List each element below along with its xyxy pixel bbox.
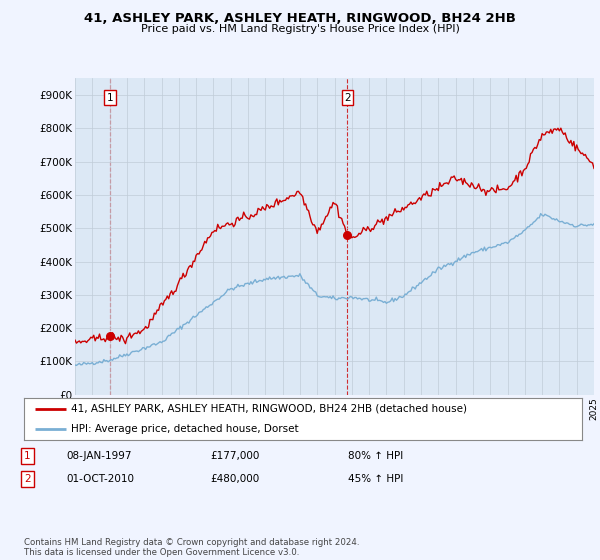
Text: 08-JAN-1997: 08-JAN-1997: [66, 451, 131, 461]
Point: [106, 332, 115, 340]
Text: 2: 2: [344, 92, 351, 102]
Text: 41, ASHLEY PARK, ASHLEY HEATH, RINGWOOD, BH24 2HB (detached house): 41, ASHLEY PARK, ASHLEY HEATH, RINGWOOD,…: [71, 404, 467, 414]
Text: 01-OCT-2010: 01-OCT-2010: [66, 474, 134, 484]
Text: HPI: Average price, detached house, Dorset: HPI: Average price, detached house, Dors…: [71, 424, 299, 434]
Text: 41, ASHLEY PARK, ASHLEY HEATH, RINGWOOD, BH24 2HB: 41, ASHLEY PARK, ASHLEY HEATH, RINGWOOD,…: [84, 12, 516, 25]
Point: [343, 231, 352, 240]
Text: £177,000: £177,000: [210, 451, 259, 461]
Text: £480,000: £480,000: [210, 474, 259, 484]
Text: Contains HM Land Registry data © Crown copyright and database right 2024.
This d: Contains HM Land Registry data © Crown c…: [24, 538, 359, 557]
Text: 45% ↑ HPI: 45% ↑ HPI: [348, 474, 403, 484]
Text: 80% ↑ HPI: 80% ↑ HPI: [348, 451, 403, 461]
Text: 2: 2: [24, 474, 31, 484]
Text: Price paid vs. HM Land Registry's House Price Index (HPI): Price paid vs. HM Land Registry's House …: [140, 24, 460, 34]
Text: 1: 1: [24, 451, 31, 461]
Text: 1: 1: [107, 92, 113, 102]
